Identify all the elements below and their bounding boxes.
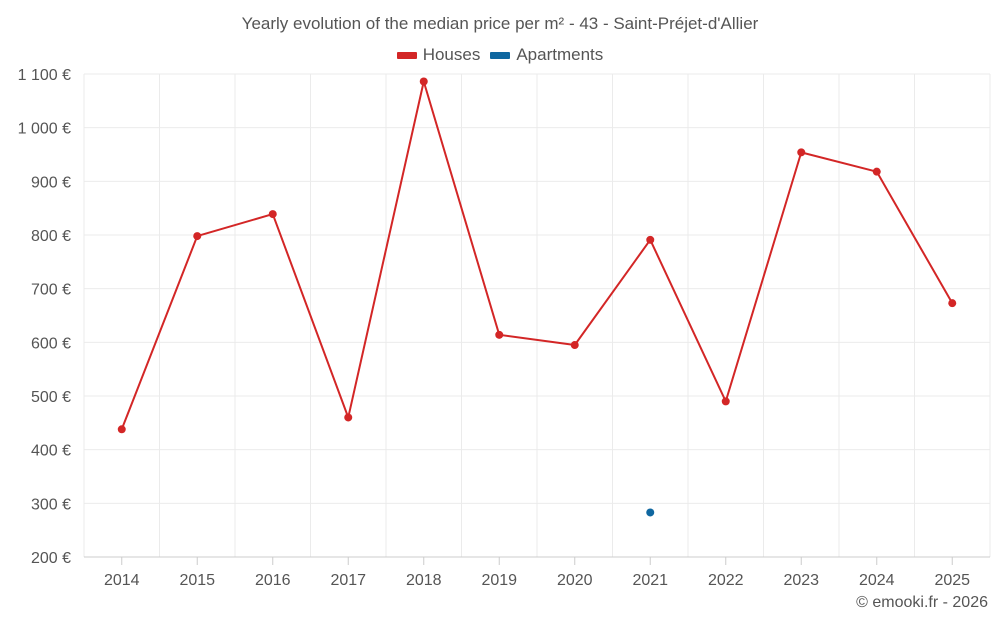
legend-swatch-houses bbox=[396, 51, 417, 59]
data-point-apartments bbox=[646, 508, 655, 517]
data-point-houses bbox=[872, 167, 881, 176]
legend-item-apartments[interactable]: Apartments bbox=[490, 45, 603, 65]
x-tick-label: 2016 bbox=[255, 572, 291, 589]
data-point-houses bbox=[344, 413, 353, 422]
x-tick-label: 2020 bbox=[557, 572, 593, 589]
x-tick-label: 2024 bbox=[859, 572, 895, 589]
x-tick-label: 2022 bbox=[708, 572, 744, 589]
legend-swatch-apartments bbox=[490, 51, 511, 59]
x-tick-label: 2023 bbox=[783, 572, 819, 589]
y-tick-label: 800 € bbox=[31, 228, 71, 245]
data-point-houses bbox=[721, 397, 730, 406]
data-point-houses bbox=[268, 210, 277, 219]
legend-label-houses: Houses bbox=[422, 45, 481, 64]
y-tick-label: 300 € bbox=[31, 496, 71, 513]
x-tick-label: 2017 bbox=[330, 572, 366, 589]
x-tick-label: 2015 bbox=[179, 572, 215, 589]
legend-item-houses[interactable]: Houses bbox=[396, 45, 481, 65]
y-tick-label: 400 € bbox=[31, 443, 71, 460]
y-tick-label: 500 € bbox=[31, 389, 71, 406]
x-tick-label: 2018 bbox=[406, 572, 442, 589]
copyright-credit: © emooki.fr - 2026 bbox=[856, 594, 988, 611]
y-tick-label: 900 € bbox=[31, 174, 71, 191]
data-point-houses bbox=[193, 232, 202, 241]
legend-label-apartments: Apartments bbox=[516, 45, 604, 64]
y-tick-label: 1 000 € bbox=[18, 121, 71, 138]
x-tick-label: 2019 bbox=[481, 572, 517, 589]
data-point-houses bbox=[948, 299, 957, 308]
data-point-houses bbox=[419, 77, 428, 86]
series-line-houses bbox=[120, 80, 954, 430]
x-tick-label: 2021 bbox=[632, 572, 668, 589]
chart-title: Yearly evolution of the median price per… bbox=[241, 14, 759, 33]
data-point-houses bbox=[646, 235, 655, 244]
y-tick-label: 700 € bbox=[31, 282, 71, 299]
x-tick-label: 2014 bbox=[104, 572, 140, 589]
data-point-houses bbox=[117, 425, 126, 434]
chart-legend: Houses Apartments bbox=[0, 45, 1000, 65]
data-point-houses bbox=[570, 341, 579, 350]
data-point-houses bbox=[495, 330, 504, 339]
x-tick-label: 2025 bbox=[934, 572, 970, 589]
y-tick-label: 600 € bbox=[31, 335, 71, 352]
y-tick-label: 1 100 € bbox=[18, 67, 71, 84]
y-tick-label: 200 € bbox=[31, 550, 71, 567]
data-point-houses bbox=[797, 148, 806, 157]
